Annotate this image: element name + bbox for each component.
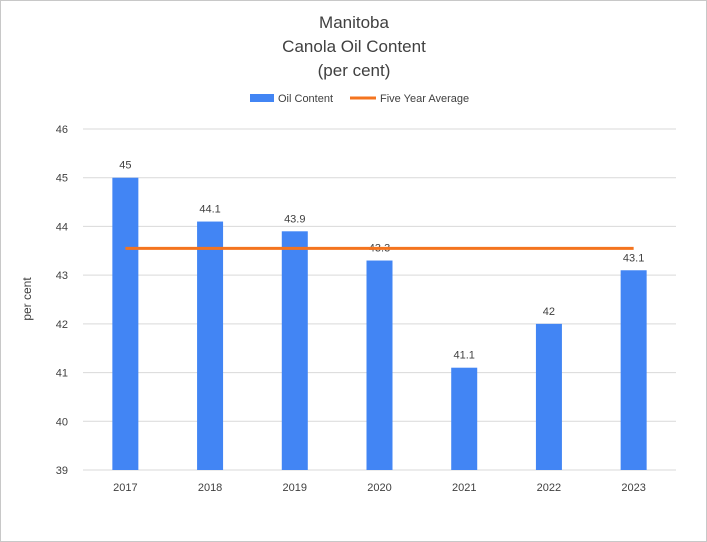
y-tick-label-39: 39 [56,465,68,477]
y-tick-label-43: 43 [56,270,68,282]
legend-label-oil-content: Oil Content [278,93,333,105]
bar-2022 [535,323,562,470]
x-tick-label-2022: 2022 [537,482,561,494]
x-tick-label-2023: 2023 [621,482,645,494]
bar-2023 [620,270,647,470]
bar-2019 [281,231,308,470]
y-tick-label-46: 46 [56,124,68,136]
bars [112,177,647,470]
y-tick-label-41: 41 [56,368,68,380]
bar-2020 [366,260,393,470]
legend-swatch-oil-content [250,94,274,102]
bar-2017 [112,177,139,470]
chart-title-line-3: (per cent) [318,61,391,80]
data-label-2018: 44.1 [199,204,220,216]
y-tick-label-40: 40 [56,416,68,428]
x-axis-ticks: 2017 2018 2019 2020 2021 2022 2023 [113,482,646,494]
data-label-2021: 41.1 [454,350,475,362]
data-label-2019: 43.9 [284,213,305,225]
y-axis-ticks: 39 40 41 42 43 44 45 46 [56,124,68,477]
bar-2021 [451,367,478,470]
chart-title: Manitoba Canola Oil Content (per cent) [282,13,426,80]
x-tick-label-2018: 2018 [198,482,222,494]
chart-title-line-1: Manitoba [319,13,389,32]
data-label-2022: 42 [543,306,555,318]
y-tick-label-44: 44 [56,221,68,233]
legend-label-five-year-average: Five Year Average [380,93,469,105]
legend: Oil Content Five Year Average [250,93,469,105]
bar-2018 [197,221,224,470]
x-tick-label-2020: 2020 [367,482,391,494]
chart-title-line-2: Canola Oil Content [282,37,426,56]
x-tick-label-2019: 2019 [283,482,307,494]
data-label-2023: 43.1 [623,252,644,264]
y-tick-label-42: 42 [56,319,68,331]
x-tick-label-2017: 2017 [113,482,137,494]
data-label-2017: 45 [119,160,131,172]
y-axis-title: per cent [20,277,34,321]
y-tick-label-45: 45 [56,173,68,185]
x-tick-label-2021: 2021 [452,482,476,494]
